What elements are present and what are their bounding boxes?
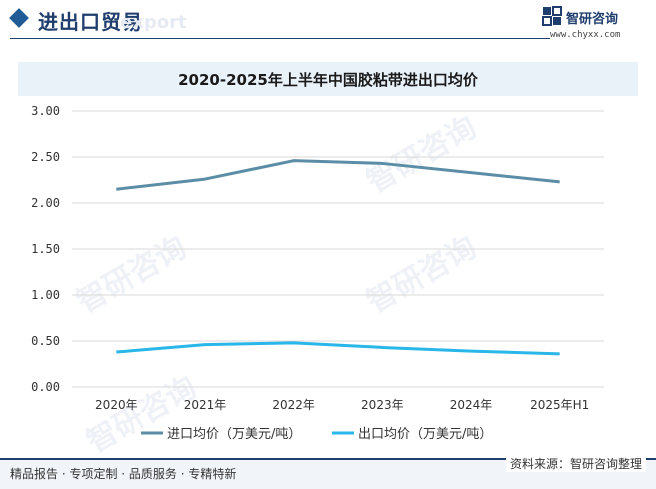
header: 进出口贸易 export	[0, 0, 656, 42]
grid-lines	[72, 110, 604, 388]
y-tick-label: 2.50	[31, 150, 60, 164]
y-tick-label: 1.00	[31, 288, 60, 302]
y-tick-label: 0.00	[31, 380, 60, 394]
x-tick-label: 2025年H1	[530, 398, 589, 412]
x-tick-label: 2022年	[272, 398, 315, 412]
brand: 智研咨询 www.chyxx.com	[542, 6, 642, 40]
legend: 进口均价（万美元/吨） 出口均价（万美元/吨）	[141, 427, 492, 442]
y-tick-label: 2.00	[31, 196, 60, 210]
series-line-2	[116, 341, 560, 356]
chart-title: 2020-2025年上半年中国胶粘带进出口均价	[178, 71, 478, 89]
export-watermark: export	[120, 12, 187, 33]
footer: 精品报告 · 专项定制 · 品质服务 · 专精特新 资料来源：智研咨询整理	[0, 455, 656, 489]
y-tick-label: 3.00	[31, 104, 60, 118]
series-lines	[116, 159, 560, 356]
brand-url: www.chyxx.com	[550, 30, 621, 40]
y-tick-label: 0.50	[31, 334, 60, 348]
x-axis: 2020年 2021年 2022年 2023年 2024年 2025年H1	[95, 398, 589, 412]
line-chart: 0.000.501.001.502.002.503.00 2020年 2021年 2…	[31, 104, 604, 442]
page-title: 进出口贸易	[38, 10, 143, 34]
x-tick-label: 2020年	[95, 398, 138, 412]
x-tick-label: 2024年	[450, 398, 493, 412]
x-tick-label: 2023年	[361, 398, 404, 412]
chart-title-bar: 2020-2025年上半年中国胶粘带进出口均价	[18, 62, 638, 96]
legend-label: 出口均价（万美元/吨）	[358, 427, 492, 442]
brand-name: 智研咨询	[566, 12, 619, 27]
header-rule	[10, 38, 550, 39]
brand-logo-icon	[542, 6, 562, 26]
footer-slogan: 精品报告 · 专项定制 · 品质服务 · 专精特新	[10, 467, 237, 481]
x-tick-label: 2021年	[184, 398, 227, 412]
data-source: 资料来源：智研咨询整理	[505, 455, 646, 472]
y-axis: 0.00 0.50 1.00 1.50 2.00 2.50 3.00	[31, 104, 60, 394]
series-line-1	[116, 159, 560, 191]
legend-label: 进口均价（万美元/吨）	[167, 427, 301, 442]
y-tick-label: 1.50	[31, 242, 60, 256]
